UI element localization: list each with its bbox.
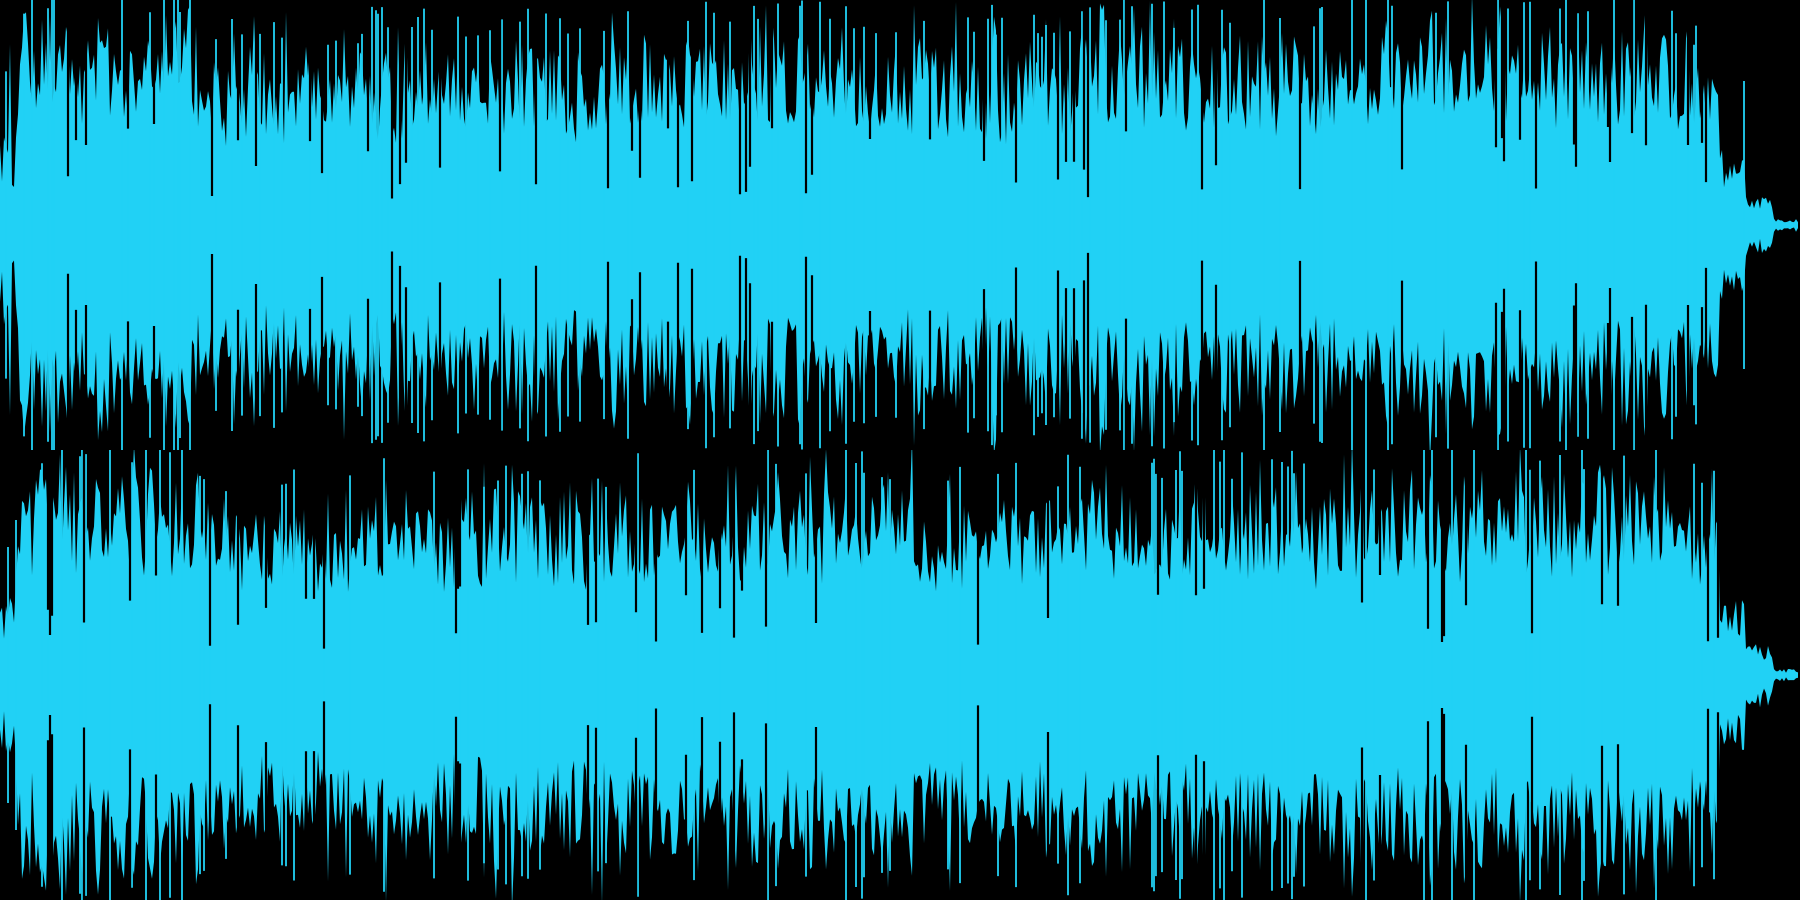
waveform-container — [0, 0, 1800, 900]
waveform-channel-left — [0, 0, 1800, 450]
waveform-svg-right — [0, 450, 1800, 900]
waveform-svg-left — [0, 0, 1800, 450]
waveform-channel-right — [0, 450, 1800, 900]
